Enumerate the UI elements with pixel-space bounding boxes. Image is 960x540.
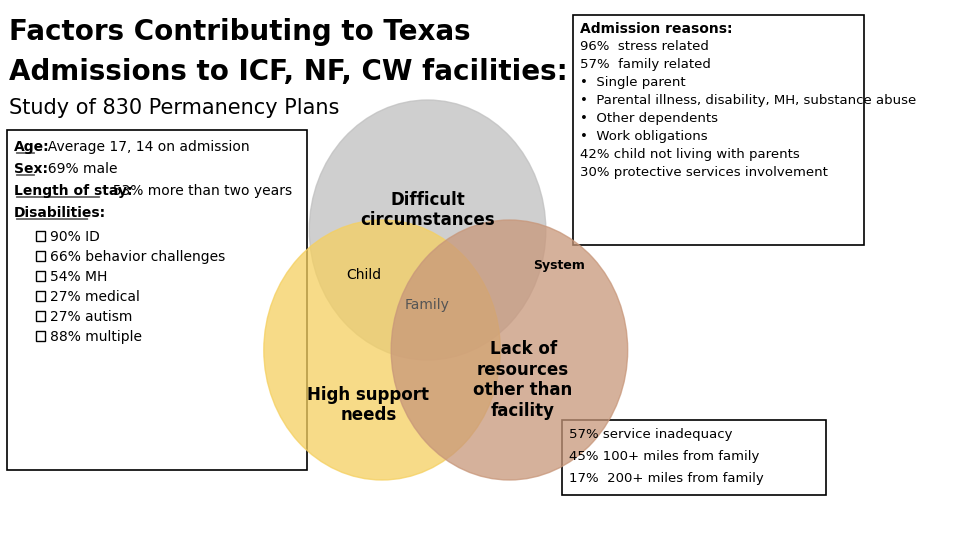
- Text: Family: Family: [405, 298, 450, 312]
- Text: 69% male: 69% male: [39, 162, 118, 176]
- Circle shape: [391, 220, 628, 480]
- Text: Difficult
circumstances: Difficult circumstances: [360, 191, 494, 229]
- Text: 53% more than two years: 53% more than two years: [104, 184, 292, 198]
- FancyBboxPatch shape: [573, 15, 864, 245]
- Text: Lack of
resources
other than
facility: Lack of resources other than facility: [473, 340, 573, 420]
- Text: Disabilities:: Disabilities:: [13, 206, 106, 220]
- Bar: [36, 291, 45, 301]
- Bar: [36, 311, 45, 321]
- Bar: [36, 231, 45, 241]
- Text: •  Single parent: • Single parent: [581, 76, 686, 89]
- Text: 27% medical: 27% medical: [50, 290, 140, 304]
- Bar: [36, 251, 45, 261]
- Text: 54% MH: 54% MH: [50, 270, 108, 284]
- Text: Average 17, 14 on admission: Average 17, 14 on admission: [39, 140, 250, 154]
- Text: 30% protective services involvement: 30% protective services involvement: [581, 166, 828, 179]
- Text: Admission reasons:: Admission reasons:: [581, 22, 732, 36]
- Text: 45% 100+ miles from family: 45% 100+ miles from family: [569, 450, 759, 463]
- Text: 42% child not living with parents: 42% child not living with parents: [581, 148, 800, 161]
- Text: •  Work obligations: • Work obligations: [581, 130, 708, 143]
- Bar: [36, 271, 45, 281]
- Text: 66% behavior challenges: 66% behavior challenges: [50, 250, 226, 264]
- Text: Factors Contributing to Texas: Factors Contributing to Texas: [9, 18, 470, 46]
- Text: Admissions to ICF, NF, CW facilities:: Admissions to ICF, NF, CW facilities:: [9, 58, 568, 86]
- Text: 57%  family related: 57% family related: [581, 58, 711, 71]
- Circle shape: [264, 220, 500, 480]
- Text: 27% autism: 27% autism: [50, 310, 132, 324]
- FancyBboxPatch shape: [563, 420, 826, 495]
- Text: 90% ID: 90% ID: [50, 230, 100, 244]
- Text: 96%  stress related: 96% stress related: [581, 40, 709, 53]
- Text: 88% multiple: 88% multiple: [50, 330, 142, 344]
- Text: High support
needs: High support needs: [307, 386, 429, 424]
- Text: Sex:: Sex:: [13, 162, 48, 176]
- Text: 57% service inadequacy: 57% service inadequacy: [569, 428, 733, 441]
- Text: Child: Child: [347, 268, 381, 282]
- Bar: [36, 331, 45, 341]
- Text: Age:: Age:: [13, 140, 49, 154]
- Text: 17%  200+ miles from family: 17% 200+ miles from family: [569, 472, 764, 485]
- Circle shape: [309, 100, 546, 360]
- Text: System: System: [534, 259, 586, 272]
- Text: •  Parental illness, disability, MH, substance abuse: • Parental illness, disability, MH, subs…: [581, 94, 917, 107]
- FancyBboxPatch shape: [8, 130, 307, 470]
- Text: •  Other dependents: • Other dependents: [581, 112, 718, 125]
- Text: Length of stay:: Length of stay:: [13, 184, 132, 198]
- Text: Study of 830 Permanency Plans: Study of 830 Permanency Plans: [9, 98, 340, 118]
